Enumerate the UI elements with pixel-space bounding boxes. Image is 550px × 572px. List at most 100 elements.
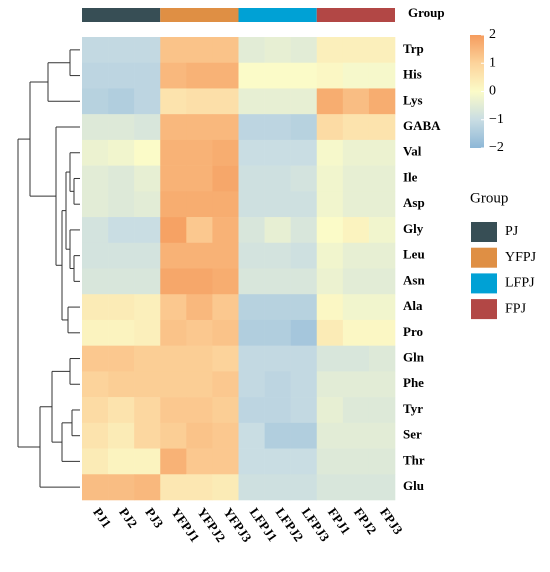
row-label: Ile <box>403 169 418 184</box>
column-label: FPJ2 <box>351 505 380 537</box>
heatmap-cell <box>134 345 161 372</box>
heatmap-cell <box>290 165 318 192</box>
row-label: Tyr <box>403 401 423 416</box>
heatmap-cell <box>342 88 370 115</box>
heatmap-cell <box>186 165 213 192</box>
heatmap-cell <box>134 217 161 244</box>
heatmap-cell <box>264 422 291 449</box>
heatmap-cell <box>212 474 239 501</box>
heatmap-cell <box>264 37 291 64</box>
legend-label: FPJ <box>505 301 527 316</box>
heatmap-cell <box>108 397 135 424</box>
group-annotation-label: Group <box>408 5 445 20</box>
heatmap-cell <box>134 474 161 501</box>
heatmap-cell <box>342 268 370 295</box>
row-label: Ser <box>403 427 422 442</box>
heatmap-cell <box>368 474 396 501</box>
heatmap-cell <box>290 474 318 501</box>
heatmap-cell <box>238 268 265 295</box>
row-label: Trp <box>403 41 424 56</box>
heatmap-cell <box>290 448 318 475</box>
heatmap-cell <box>82 294 109 321</box>
heatmap-cell <box>316 371 344 398</box>
heatmap-cell <box>290 62 318 89</box>
row-label: Glu <box>403 478 424 493</box>
heatmap-cell <box>134 37 161 64</box>
heatmap-cell <box>160 62 187 89</box>
heatmap-cell <box>368 165 396 192</box>
heatmap-cell <box>316 345 344 372</box>
heatmap-cell <box>212 37 239 64</box>
colorbar-tick-label: −2 <box>489 140 504 155</box>
heatmap-cell <box>342 474 370 501</box>
heatmap-cell <box>186 319 213 346</box>
heatmap-cell <box>316 294 344 321</box>
heatmap-cell <box>186 345 213 372</box>
heatmap-cell <box>316 397 344 424</box>
heatmap-cell <box>238 319 265 346</box>
heatmap-cell <box>238 37 265 64</box>
heatmap-cell <box>108 88 135 115</box>
heatmap-cell <box>238 139 265 166</box>
heatmap-cell <box>160 371 187 398</box>
row-label: Gly <box>403 221 424 236</box>
heatmap-cell <box>368 294 396 321</box>
row-dendrogram <box>17 49 80 488</box>
heatmap-cell <box>108 62 135 89</box>
heatmap-cell <box>212 422 239 449</box>
heatmap-cell <box>238 474 265 501</box>
heatmap-cell <box>342 448 370 475</box>
colorbar-tick-label: 0 <box>489 84 496 99</box>
heatmap-cell <box>108 268 135 295</box>
heatmap-cell <box>342 217 370 244</box>
heatmap-cell <box>134 422 161 449</box>
heatmap-cell <box>82 345 109 372</box>
heatmap-cell <box>134 294 161 321</box>
colorbar <box>470 35 484 148</box>
heatmap-cell <box>160 242 187 269</box>
heatmap-cell <box>290 37 318 64</box>
heatmap-cell <box>212 165 239 192</box>
group-bar <box>238 8 317 22</box>
heatmap-cell <box>290 139 318 166</box>
heatmap-cell <box>264 319 291 346</box>
heatmap-cell <box>368 88 396 115</box>
group-bar <box>82 8 161 22</box>
row-label: His <box>403 67 422 82</box>
heatmap-cell <box>342 319 370 346</box>
heatmap-cell <box>290 371 318 398</box>
heatmap-cell <box>264 448 291 475</box>
heatmap-cell <box>368 139 396 166</box>
heatmap-cell <box>160 37 187 64</box>
heatmap-cell <box>134 139 161 166</box>
row-label: Val <box>403 144 422 159</box>
heatmap-cell <box>134 114 161 141</box>
heatmap-cell <box>290 397 318 424</box>
heatmap-cell <box>108 217 135 244</box>
heatmap-cell <box>342 397 370 424</box>
heatmap-cell <box>108 474 135 501</box>
heatmap-cell <box>82 474 109 501</box>
heatmap-cell <box>368 191 396 218</box>
heatmap-cell <box>264 62 291 89</box>
heatmap-cell <box>290 422 318 449</box>
heatmap-cell <box>316 139 344 166</box>
heatmap-cell <box>368 242 396 269</box>
heatmap-cell <box>290 88 318 115</box>
legend-title: Group <box>470 190 508 206</box>
row-label: Ala <box>403 298 423 313</box>
heatmap-cell <box>212 139 239 166</box>
heatmap-cell <box>134 191 161 218</box>
heatmap-cell <box>342 165 370 192</box>
row-label: Lys <box>403 92 423 107</box>
heatmap-cell <box>160 114 187 141</box>
heatmap-cell <box>264 397 291 424</box>
heatmap-cell <box>238 422 265 449</box>
heatmap-cell <box>316 268 344 295</box>
heatmap-cell <box>82 191 109 218</box>
heatmap-cell <box>186 88 213 115</box>
heatmap-cell <box>212 319 239 346</box>
column-label: FPJ3 <box>377 505 406 538</box>
heatmap-cell <box>186 294 213 321</box>
